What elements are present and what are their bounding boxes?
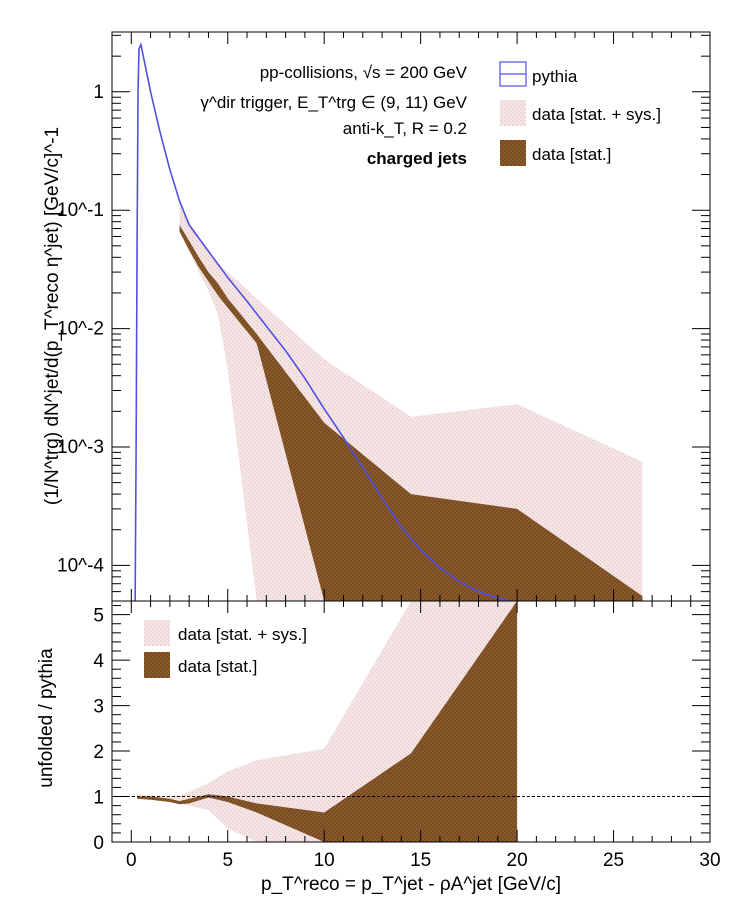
xlabel: p_T^reco = p_T^jet - ρA^jet [GeV/c] — [261, 874, 561, 895]
bottom-legend-sys-label: data [stat. + sys.] — [178, 625, 307, 644]
y-tick-label: 5 — [93, 606, 104, 627]
stat-band — [179, 224, 643, 601]
annotation-line1: pp-collisions, √s = 200 GeV — [260, 63, 468, 82]
annotation-line3: anti-k_T, R = 0.2 — [343, 119, 467, 138]
bottom-legend-sys-swatch — [144, 620, 170, 646]
y-tick-label: 10^-3 — [57, 437, 104, 458]
x-tick-label: 10 — [314, 850, 335, 871]
x-tick-label: 30 — [699, 850, 720, 871]
bottom-ylabel: unfolded / pythia — [36, 648, 57, 788]
legend-stat-label: data [stat.] — [532, 145, 611, 164]
top-ylabel: (1/N^trg) dN^jet/d(p_T^reco η^jet) [GeV/… — [42, 127, 63, 505]
legend-sys-swatch — [500, 100, 526, 126]
y-tick-label: 3 — [93, 697, 104, 718]
bottom-panel: 0 5 10 15 20 25 30 0 1 2 3 4 5 data [stat. + sys.] d… — [36, 600, 721, 895]
x-tick-label: 15 — [410, 850, 431, 871]
annotation-line4: charged jets — [367, 149, 467, 168]
top-legend: pythia data [stat. + sys.] data [stat.] — [499, 61, 661, 166]
x-tick-label: 5 — [222, 850, 233, 871]
y-tick-label: 1 — [93, 82, 104, 103]
pythia-line — [134, 42, 513, 601]
x-tick-label: 0 — [126, 850, 137, 871]
x-tick-label: 20 — [507, 850, 528, 871]
y-tick-label: 2 — [93, 742, 104, 763]
legend-sys-label: data [stat. + sys.] — [532, 105, 661, 124]
bottom-legend: data [stat. + sys.] data [stat.] — [144, 620, 307, 678]
x-tick-label: 25 — [603, 850, 624, 871]
ratio-stat-band — [137, 601, 518, 842]
legend-pythia-label: pythia — [532, 67, 578, 86]
y-tick-label: 10^-4 — [57, 555, 104, 576]
legend-stat-swatch — [500, 140, 526, 166]
y-tick-label: 10^-2 — [57, 319, 104, 340]
bottom-legend-stat-label: data [stat.] — [178, 657, 257, 676]
y-tick-label: 10^-1 — [57, 200, 104, 221]
annotation-line2: γ^dir trigger, E_T^trg ∈ (9, 11) GeV — [200, 93, 467, 112]
top-panel: 10^-4 10^-3 10^-2 10^-1 1 pp-collisions, √s … — [42, 31, 711, 602]
bottom-frame — [111, 600, 711, 843]
sys-band — [179, 200, 643, 601]
y-tick-label: 4 — [93, 651, 104, 672]
y-tick-label: 1 — [93, 788, 104, 809]
bottom-legend-stat-swatch — [144, 652, 170, 678]
y-tick-label: 0 — [93, 833, 104, 854]
